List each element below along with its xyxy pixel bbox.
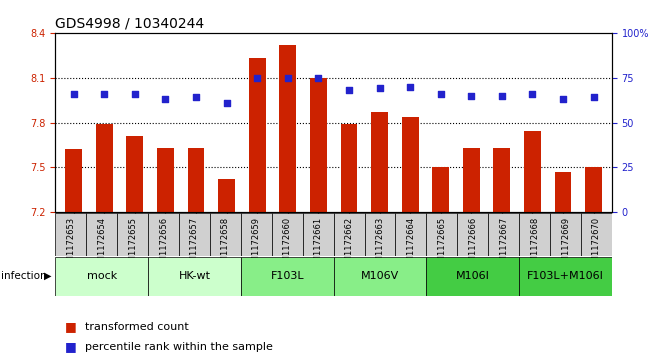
Point — [344, 87, 354, 93]
Point — [436, 91, 446, 97]
Bar — [524, 131, 541, 212]
Bar — [371, 112, 388, 212]
Point — [99, 91, 109, 97]
Bar — [241, 213, 271, 256]
Text: GSM1172664: GSM1172664 — [406, 216, 415, 273]
Bar — [555, 172, 572, 212]
Point — [68, 91, 79, 97]
Bar — [179, 213, 210, 256]
Text: GDS4998 / 10340244: GDS4998 / 10340244 — [55, 16, 204, 30]
Text: HK-wt: HK-wt — [178, 271, 210, 281]
Point — [221, 100, 232, 106]
Text: percentile rank within the sample: percentile rank within the sample — [85, 342, 273, 352]
Bar — [279, 45, 296, 212]
Bar — [426, 213, 457, 256]
Text: GSM1172657: GSM1172657 — [190, 216, 199, 273]
Point — [374, 85, 385, 91]
Bar — [488, 213, 519, 256]
Bar — [65, 150, 82, 212]
Point — [527, 91, 538, 97]
Bar — [365, 213, 395, 256]
Point — [191, 94, 201, 100]
Text: GSM1172669: GSM1172669 — [561, 216, 570, 273]
Text: GSM1172666: GSM1172666 — [468, 216, 477, 273]
Text: ▶: ▶ — [44, 271, 52, 281]
Bar — [210, 213, 241, 256]
Bar — [519, 257, 612, 296]
Text: GSM1172661: GSM1172661 — [314, 216, 323, 273]
Point — [283, 75, 293, 81]
Bar — [249, 58, 266, 212]
Bar — [157, 148, 174, 212]
Bar — [218, 179, 235, 212]
Text: GSM1172656: GSM1172656 — [159, 216, 168, 273]
Point — [405, 84, 415, 90]
Bar — [426, 257, 519, 296]
Bar — [303, 213, 333, 256]
Text: GSM1172668: GSM1172668 — [530, 216, 539, 273]
Bar — [457, 213, 488, 256]
Bar — [187, 148, 204, 212]
Bar — [96, 124, 113, 212]
Text: GSM1172659: GSM1172659 — [252, 216, 261, 273]
Text: ■: ■ — [65, 320, 77, 333]
Point — [160, 96, 171, 102]
Text: mock: mock — [87, 271, 117, 281]
Bar — [463, 148, 480, 212]
Text: ■: ■ — [65, 340, 77, 353]
Text: infection: infection — [1, 271, 47, 281]
Text: transformed count: transformed count — [85, 322, 188, 332]
Text: GSM1172663: GSM1172663 — [376, 216, 385, 273]
Bar — [519, 213, 550, 256]
Point — [497, 93, 507, 98]
Bar — [333, 257, 426, 296]
Point — [130, 91, 140, 97]
Text: GSM1172655: GSM1172655 — [128, 216, 137, 273]
Text: GSM1172660: GSM1172660 — [283, 216, 292, 273]
Bar — [395, 213, 426, 256]
Text: GSM1172653: GSM1172653 — [66, 216, 76, 273]
Bar — [55, 257, 148, 296]
Point — [313, 75, 324, 81]
Text: F103L: F103L — [270, 271, 304, 281]
Bar — [271, 213, 303, 256]
Bar — [310, 78, 327, 212]
Bar — [340, 124, 357, 212]
Text: M106V: M106V — [361, 271, 399, 281]
Text: GSM1172658: GSM1172658 — [221, 216, 230, 273]
Point — [558, 96, 568, 102]
Text: GSM1172654: GSM1172654 — [97, 216, 106, 273]
Bar — [493, 148, 510, 212]
Bar — [432, 167, 449, 212]
Bar — [241, 257, 333, 296]
Bar — [126, 136, 143, 212]
Bar — [86, 213, 117, 256]
Text: GSM1172662: GSM1172662 — [344, 216, 353, 273]
Bar — [117, 213, 148, 256]
Text: GSM1172670: GSM1172670 — [592, 216, 601, 273]
Bar — [333, 213, 365, 256]
Bar — [148, 213, 179, 256]
Bar — [402, 117, 419, 212]
Bar — [550, 213, 581, 256]
Text: F103L+M106I: F103L+M106I — [527, 271, 604, 281]
Text: GSM1172667: GSM1172667 — [499, 216, 508, 273]
Point — [466, 93, 477, 98]
Bar — [148, 257, 241, 296]
Text: GSM1172665: GSM1172665 — [437, 216, 447, 273]
Point — [252, 75, 262, 81]
Bar — [581, 213, 612, 256]
Bar — [55, 213, 86, 256]
Point — [589, 94, 599, 100]
Text: M106I: M106I — [456, 271, 490, 281]
Bar — [585, 167, 602, 212]
